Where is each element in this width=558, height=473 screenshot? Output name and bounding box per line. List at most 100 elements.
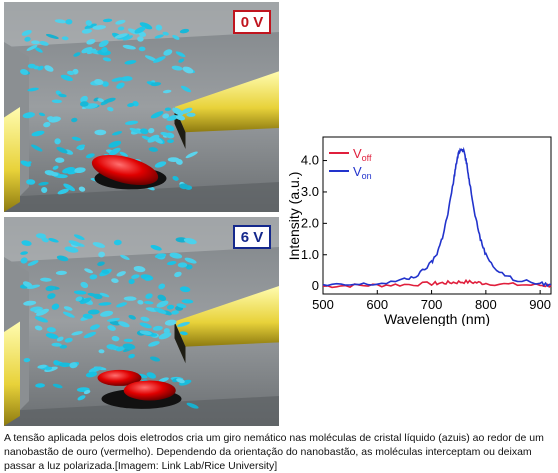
lc-molecule [107,106,114,112]
lc-molecule [51,99,62,104]
lc-molecule [176,303,187,308]
lc-molecule [147,134,160,143]
lc-molecule [62,311,75,318]
lc-molecule [169,252,183,259]
lc-molecule [184,257,197,264]
lc-molecule [34,316,48,323]
lc-molecule [115,19,126,25]
lc-molecule [21,29,32,36]
left-electrode [4,107,20,212]
lc-molecule [31,144,43,152]
lc-molecule [41,186,48,194]
lc-molecule [54,138,61,145]
lc-molecule [41,237,49,243]
plot-frame [322,136,552,295]
gold-nanorod [123,380,176,401]
lc-molecule [144,277,153,281]
lc-molecule [52,165,59,170]
lc-molecule [158,332,172,340]
lc-molecule [128,314,136,320]
lc-molecule [88,366,102,373]
y-tick-label: 3.0 [301,184,319,199]
lc-molecule [56,255,69,262]
lc-molecule [34,308,42,314]
lc-molecule [21,240,32,246]
lc-molecule [85,371,98,378]
x-tick-label: 600 [366,297,388,312]
lc-molecule [116,82,125,89]
lc-molecule [98,302,112,306]
lc-molecule [27,87,39,92]
lc-molecule [167,139,174,144]
liquid-crystal-render-0v [4,2,279,212]
lc-molecule [171,310,179,315]
lc-molecule [146,372,157,379]
x-tick-label: 700 [421,297,443,312]
lc-molecule [97,261,105,266]
lc-molecule [80,95,88,103]
lc-molecule [52,383,63,389]
lc-molecule [84,23,97,29]
lc-molecule [102,18,113,23]
lc-molecule [87,292,99,298]
lc-molecule [155,24,163,31]
lc-molecule [45,34,59,39]
lc-molecule [35,233,47,239]
lc-molecule [51,342,62,347]
lc-molecule [164,107,171,112]
lc-molecule [179,28,190,34]
lc-molecule [111,335,120,342]
lc-molecule [71,331,83,336]
lc-molecule [27,260,39,266]
lc-molecule [53,360,60,366]
lc-molecule [123,296,137,301]
lc-molecule [128,278,135,285]
lc-molecule [24,36,31,42]
voltage-badge-0v: 0 V [233,10,271,34]
lc-molecule [61,36,69,41]
lc-molecule [34,325,43,331]
lc-molecule [44,65,54,72]
lc-molecule [154,253,167,259]
lc-molecule [51,303,60,310]
lc-molecule [56,336,64,342]
lc-molecule [175,158,183,165]
lc-molecule [85,20,92,26]
lc-molecule [164,319,177,326]
lc-molecule [20,257,28,264]
gold-nanorod [91,154,159,186]
lc-molecule [137,36,144,42]
lc-molecule [40,277,52,282]
lc-molecule [83,389,91,395]
lc-molecule [158,377,169,383]
lc-molecule [124,60,137,65]
illustration-6v: 6 V [4,217,279,426]
lc-molecule [64,246,79,253]
lc-molecule [120,76,133,82]
lc-molecule [150,111,164,119]
lc-molecule [114,33,128,39]
lc-molecule [31,40,40,45]
figure-caption: A tensão aplicada pelos dois eletrodos c… [4,432,544,472]
lc-molecule [179,286,191,293]
lc-molecule [35,308,50,316]
lc-molecule [117,26,125,31]
lc-molecule [165,124,175,132]
lc-molecule [98,349,105,354]
lc-molecule [81,28,92,34]
lc-molecule [26,44,38,51]
lc-molecule [179,331,188,336]
lc-molecule [75,296,83,302]
gold-nanorod [97,369,142,386]
lc-molecule [80,281,89,289]
lc-molecule [20,68,29,76]
lc-molecule [46,327,56,333]
lc-molecule [106,317,120,322]
lc-molecule [148,147,158,152]
lc-molecule [86,39,96,45]
lc-molecule [172,175,179,181]
lc-molecule [116,346,125,352]
lc-molecule [154,307,167,314]
lc-molecule [134,26,146,34]
lc-molecule [71,117,78,123]
